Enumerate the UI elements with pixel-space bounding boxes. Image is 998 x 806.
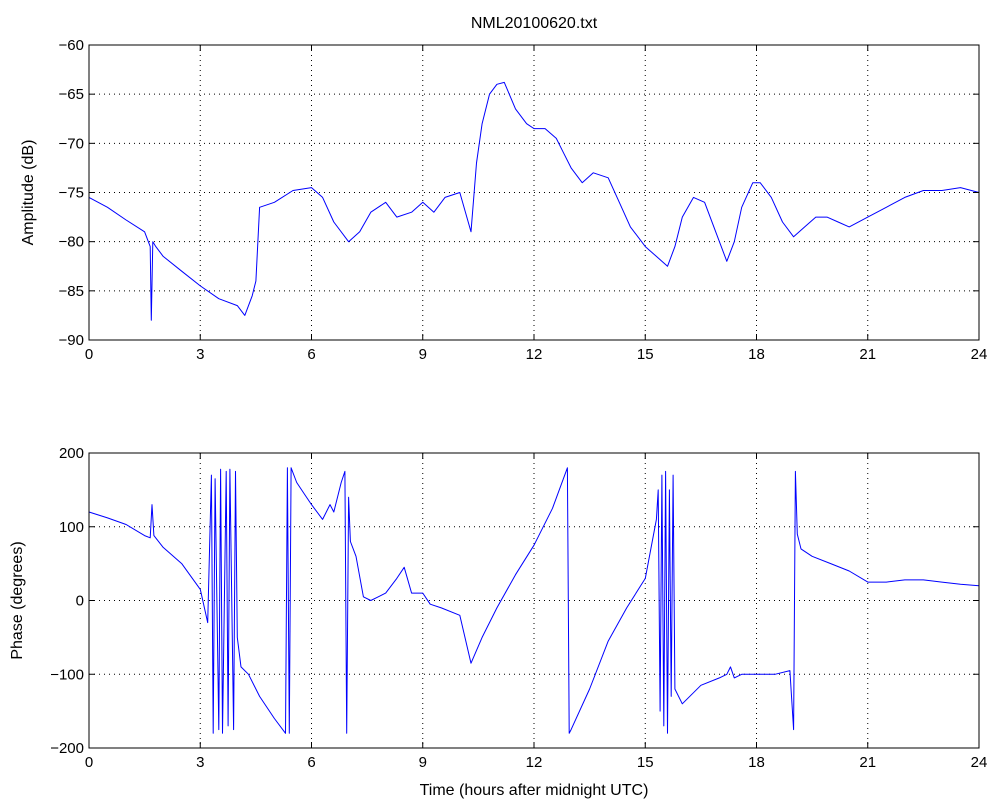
- phase-x-tick-label: 12: [526, 754, 543, 771]
- amplitude-x-tick-label: 18: [748, 346, 765, 363]
- amplitude-x-tick-label: 24: [971, 346, 988, 363]
- amplitude-y-tick-label: −80: [59, 234, 84, 251]
- phase-x-tick-label: 9: [419, 754, 427, 771]
- phase-y-tick-label: 0: [76, 593, 84, 610]
- phase-x-tick-label: 24: [971, 754, 988, 771]
- amplitude-series-line: [88, 81, 980, 321]
- amplitude-panel: 0 3 6 9 12 15 18 21 24 −90 −85 −80 −75 −70 −65 −60 Ampli…: [20, 37, 987, 363]
- phase-y-tick-label: 200: [59, 445, 84, 462]
- phase-x-tick-label: 3: [196, 754, 204, 771]
- amplitude-x-tick-label: 6: [307, 346, 315, 363]
- amplitude-y-tick-label: −85: [59, 283, 84, 300]
- phase-x-axis-label: Time (hours after midnight UTC): [420, 782, 649, 799]
- figure-title: NML20100620.txt: [471, 15, 598, 32]
- phase-x-tick-label: 18: [748, 754, 765, 771]
- phase-y-axis-label: Phase (degrees): [9, 541, 26, 659]
- amplitude-x-tick-label: 21: [859, 346, 876, 363]
- phase-y-tick-label: −200: [50, 740, 84, 757]
- amplitude-x-tick-label: 0: [85, 346, 93, 363]
- phase-panel: 0 3 6 9 12 15 18 21 24 −200 −100 0 100 200 Phase (degr…: [9, 445, 987, 799]
- amplitude-x-tick-label: 15: [637, 346, 654, 363]
- amplitude-y-tick-label: −65: [59, 86, 84, 103]
- amplitude-x-tick-label: 9: [419, 346, 427, 363]
- phase-y-tick-label: −100: [50, 666, 84, 683]
- phase-x-tick-label: 15: [637, 754, 654, 771]
- amplitude-y-tick-label: −70: [59, 135, 84, 152]
- amplitude-y-tick-label: −75: [59, 185, 84, 202]
- phase-x-tick-label: 6: [307, 754, 315, 771]
- amplitude-x-tick-label: 12: [526, 346, 543, 363]
- amplitude-y-axis-label: Amplitude (dB): [20, 140, 37, 246]
- phase-y-tick-label: 100: [59, 519, 84, 536]
- phase-series-line: [88, 467, 980, 734]
- amplitude-x-tick-label: 3: [196, 346, 204, 363]
- amplitude-y-tick-label: −90: [59, 332, 84, 349]
- phase-x-tick-label: 21: [859, 754, 876, 771]
- phase-x-tick-label: 0: [85, 754, 93, 771]
- amplitude-y-tick-label: −60: [59, 37, 84, 54]
